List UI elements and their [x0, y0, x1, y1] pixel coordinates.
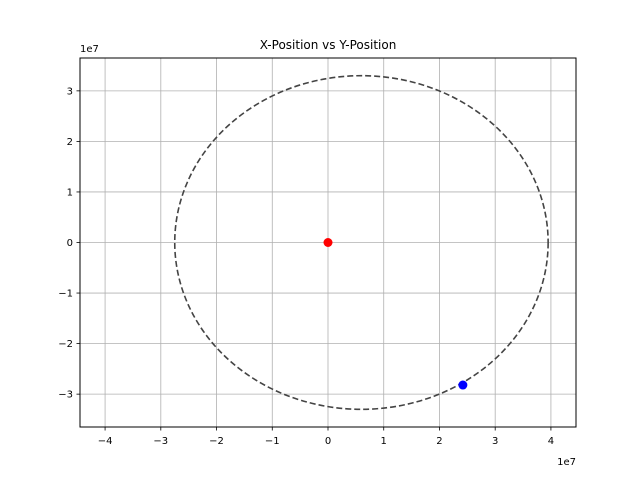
x-tick-label: 0: [325, 436, 331, 447]
x-axis: −4 −3 −2 −1 0 1 2 3 4: [98, 427, 554, 447]
y-offset-label: 1e7: [80, 44, 99, 55]
orbit-path: [173, 74, 549, 411]
y-tick-label: 1: [67, 187, 73, 198]
x-tick-label: −2: [209, 436, 224, 447]
x-tick-label: 2: [436, 436, 442, 447]
orbiting-body-point: [458, 380, 468, 390]
x-tick-label: −1: [265, 436, 280, 447]
y-axis: −3 −2 −1 0 1 2 3: [58, 86, 80, 401]
x-tick-label: 3: [492, 436, 498, 447]
y-tick-label: −3: [58, 390, 73, 401]
x-offset-label: 1e7: [557, 457, 576, 468]
y-tick-label: −2: [58, 339, 73, 350]
y-tick-label: 2: [67, 137, 73, 148]
central-body-point: [323, 238, 333, 247]
chart-title: X-Position vs Y-Position: [260, 38, 397, 52]
x-tick-label: −3: [153, 436, 168, 447]
y-tick-label: 3: [67, 86, 73, 97]
y-tick-label: −1: [58, 289, 73, 300]
y-tick-label: 0: [67, 238, 73, 249]
x-tick-label: 4: [548, 436, 554, 447]
plot-frame: [79, 57, 577, 428]
x-tick-label: 1: [381, 436, 387, 447]
plot-series: [173, 74, 549, 411]
x-tick-label: −4: [98, 436, 113, 447]
